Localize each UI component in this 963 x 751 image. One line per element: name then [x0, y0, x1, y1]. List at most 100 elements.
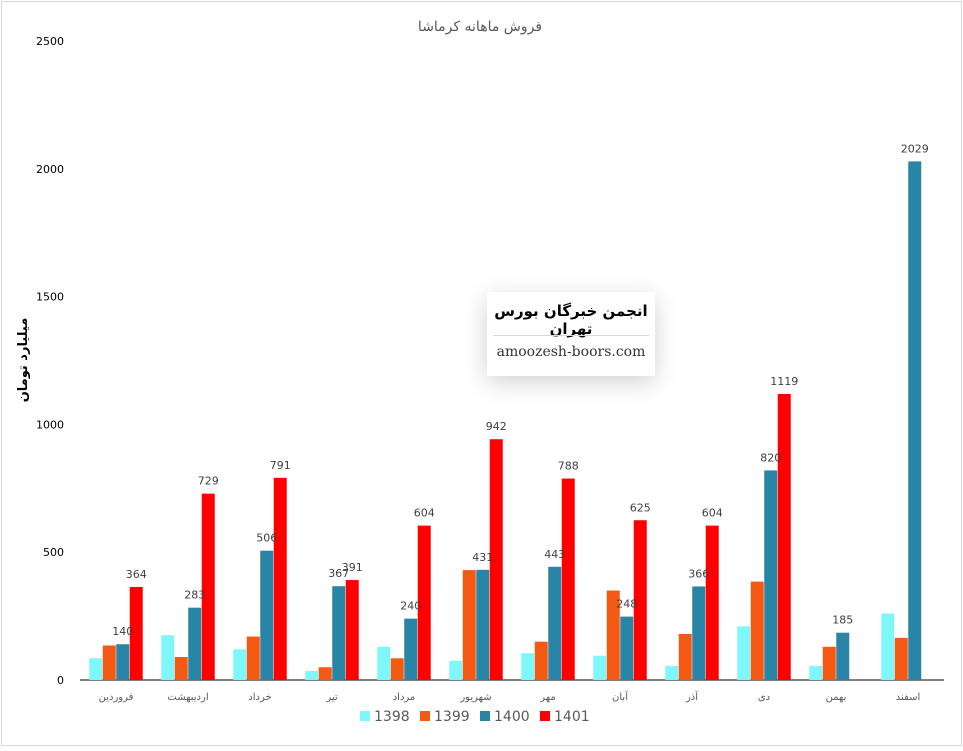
data-label: 185 [832, 614, 853, 627]
bar-1399 [534, 641, 548, 680]
data-label: 604 [702, 507, 723, 520]
y-tick-label: 2000 [36, 163, 64, 176]
data-label: 364 [126, 568, 147, 581]
data-label: 366 [688, 567, 709, 580]
bar-1398 [305, 671, 319, 680]
bar-1398 [809, 665, 823, 680]
legend-swatch-1398 [360, 711, 370, 721]
bar-1398 [593, 655, 607, 680]
bar-1400 [116, 644, 130, 680]
data-label: 283 [184, 589, 205, 602]
data-label: 367 [328, 567, 349, 580]
y-axis-label: میلیارد تومان [16, 318, 31, 403]
bar-1401 [777, 393, 791, 680]
watermark-title: انجمن خبرگان بورس تهران [494, 302, 648, 338]
bar-1401 [129, 586, 143, 680]
data-label: 240 [400, 600, 421, 613]
data-label: 788 [558, 460, 579, 473]
watermark-divider [493, 335, 649, 336]
bar-1400 [620, 616, 634, 680]
watermark-url: amoozesh-boors.com [496, 344, 646, 360]
x-tick-label: اسفند [896, 692, 920, 703]
x-tick-label: آذر [685, 690, 699, 703]
x-tick-label: مهر [539, 692, 555, 703]
data-label: 506 [256, 532, 277, 545]
bar-1399 [822, 646, 836, 680]
bar-1398 [161, 635, 175, 680]
bar-1399 [246, 636, 260, 680]
bar-1400 [404, 618, 418, 680]
y-tick-label: 0 [57, 674, 64, 687]
x-tick-label: فروردین [99, 692, 134, 703]
legend-swatch-1399 [420, 711, 430, 721]
x-tick-label: خرداد [248, 692, 271, 703]
bar-1398 [665, 665, 679, 680]
bar-1398 [377, 646, 391, 680]
x-tick-label: تیر [325, 692, 338, 703]
bar-1400 [332, 586, 346, 680]
data-label: 942 [486, 420, 507, 433]
bar-1401 [345, 580, 359, 680]
legend-label: 1398 [374, 709, 410, 725]
bar-1400 [188, 607, 202, 680]
bar-1400 [908, 161, 922, 681]
y-tick-label: 1500 [36, 291, 64, 304]
bar-1399 [174, 656, 188, 680]
legend-label: 1401 [554, 709, 590, 725]
x-tick-label: آبان [612, 690, 629, 703]
bar-1399 [390, 658, 404, 680]
bar-1399 [462, 570, 476, 680]
x-tick-label: اردیبهشت [167, 692, 208, 703]
data-label: 1119 [770, 375, 798, 388]
data-label: 443 [544, 548, 565, 561]
bar-1399 [318, 667, 332, 680]
bar-1399 [606, 590, 620, 680]
bar-1401 [273, 477, 287, 680]
bar-1399 [102, 645, 116, 680]
legend-label: 1400 [494, 709, 530, 725]
bar-1398 [233, 649, 247, 680]
y-tick-label: 2500 [36, 35, 64, 48]
bar-1399 [678, 633, 692, 680]
watermark-box: انجمن خبرگان بورس تهران amoozesh-boors.c… [487, 292, 655, 376]
x-tick-label: دی [758, 692, 770, 703]
bar-1401 [417, 525, 431, 680]
data-label: 625 [630, 501, 651, 514]
data-label: 140 [112, 625, 133, 638]
legend-label: 1399 [434, 709, 470, 725]
bar-1398 [521, 653, 535, 680]
data-label: 391 [342, 561, 363, 574]
data-label: 820 [760, 451, 781, 464]
bar-1398 [449, 660, 463, 680]
legend-swatch-1400 [480, 711, 490, 721]
bar-1400 [764, 470, 778, 680]
y-tick-label: 500 [43, 546, 64, 559]
x-tick-label: شهریور [459, 692, 491, 703]
data-label: 431 [472, 551, 493, 564]
bar-1401 [201, 493, 215, 680]
bar-1400 [548, 566, 562, 680]
chart-title: فروش ماهانه کرماشا [418, 19, 542, 35]
data-label: 248 [616, 598, 637, 611]
x-tick-label: بهمن [826, 692, 847, 703]
data-label: 791 [270, 459, 291, 472]
bar-1400 [836, 632, 850, 680]
x-tick-label: مرداد [393, 692, 416, 703]
y-tick-label: 1000 [36, 418, 64, 431]
bar-1401 [561, 478, 575, 680]
legend-swatch-1401 [540, 711, 550, 721]
bar-1400 [692, 586, 706, 680]
bar-1398 [881, 613, 895, 680]
bar-1398 [737, 626, 751, 680]
bar-1400 [260, 550, 274, 680]
bar-1399 [894, 637, 908, 680]
data-label: 2029 [901, 142, 929, 155]
data-label: 604 [414, 507, 435, 520]
bar-1398 [89, 658, 103, 680]
bar-1401 [489, 439, 503, 680]
bar-1399 [750, 581, 764, 680]
bar-1401 [705, 525, 719, 680]
bar-1401 [633, 520, 647, 680]
